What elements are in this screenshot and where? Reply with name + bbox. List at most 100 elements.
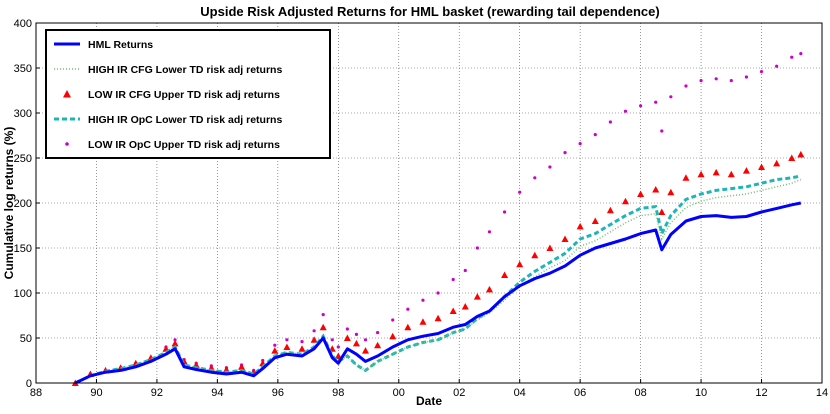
data-point [273,343,277,347]
data-point [475,246,479,250]
data-point [699,79,703,83]
x-tick-label: 00 [393,387,405,399]
data-point-triangle [727,170,735,178]
data-point-triangle [773,159,781,167]
data-point [300,340,304,344]
data-point-triangle [473,293,481,300]
data-point-triangle [697,170,705,178]
series-line [74,178,802,384]
y-tick-label: 50 [20,333,32,345]
data-point [345,327,349,331]
y-tick-label: 100 [14,288,32,300]
data-point [502,210,507,214]
data-point-triangle [171,339,179,347]
data-point [421,298,425,302]
data-point-triangle [389,332,397,340]
x-tick-label: 12 [755,387,767,399]
data-point-triangle [591,217,599,224]
data-point-triangle [652,186,660,193]
data-point-triangle [622,197,629,205]
data-point-triangle [319,323,327,331]
data-point-triangle [531,251,539,259]
legend-swatch [65,142,69,146]
data-point [775,64,779,68]
x-tick-label: 04 [514,387,526,399]
legend-swatch [63,90,71,98]
legend-box [45,29,331,159]
data-point-triangle [434,314,442,322]
data-point-triangle [238,363,246,370]
data-point-triangle [461,303,469,310]
data-point-triangle [576,222,584,230]
x-tick-label: 96 [272,387,284,399]
data-point [336,345,340,349]
data-point-triangle [271,347,279,354]
data-point-triangle [682,174,690,181]
data-point [623,109,628,113]
data-point [533,176,537,180]
x-tick-label: 88 [30,387,42,399]
series-1 [74,178,802,384]
data-point [487,230,492,234]
series-layer [71,52,805,386]
data-point-triangle [419,318,427,325]
data-point-triangle [797,150,805,158]
data-point [436,291,440,295]
data-point-triangle [310,336,318,343]
x-tick-label: 90 [90,387,102,399]
y-tick-label: 350 [14,63,32,75]
data-point-triangle [501,271,509,278]
series-line [74,201,802,385]
x-tick-label: 02 [453,387,465,399]
data-point-triangle [362,347,370,354]
data-point [451,277,455,282]
data-point-triangle [343,334,351,341]
data-point [518,190,522,194]
data-point [744,75,749,79]
legend-label: LOW IR CFG Upper TD risk adj returns [88,89,280,101]
data-point [376,331,380,335]
data-point [578,142,582,146]
x-tick-label: 92 [151,387,163,399]
axis-ticks: 88 90 92 94 96 98 00 02 04 06 08 10 12 14 0 50 100 150 200… [14,18,828,399]
data-point [790,55,794,59]
data-point-triangle [516,260,524,268]
series-3 [74,174,802,385]
y-tick-label: 200 [14,198,32,210]
data-point [608,120,612,124]
y-axis-label: Cumulative log returns (%) [2,127,16,280]
data-point [669,95,673,99]
x-axis-label: Date [416,394,442,408]
legend-label: LOW IR OpC Upper TD risk adj returns [88,139,280,151]
x-tick-label: 10 [695,387,707,399]
data-point-triangle [546,244,554,251]
data-point [406,307,410,311]
data-point [729,79,733,83]
series-line [74,174,802,385]
data-point [654,100,658,104]
y-tick-label: 0 [26,378,32,390]
data-point-triangle [352,339,360,347]
data-point-triangle [404,323,412,331]
x-tick-label: 98 [332,387,344,399]
plot-border [35,22,823,384]
data-point-triangle [712,168,720,176]
data-point [330,338,334,342]
data-point [321,313,325,317]
data-point [593,133,597,137]
data-point-triangle [667,188,675,196]
chart-title: Upside Risk Adjusted Returns for HML bas… [200,4,659,19]
data-point [391,318,395,322]
data-point-triangle [788,154,796,161]
data-point [684,84,688,88]
data-point-triangle [606,206,614,214]
data-point [714,77,718,81]
data-point [639,104,643,108]
data-point-triangle [742,167,750,174]
data-point [759,70,764,74]
data-point-triangle [298,345,306,352]
data-point-triangle [334,352,342,359]
x-tick-label: 14 [816,387,828,399]
data-point [548,165,552,169]
data-point-triangle [561,235,569,242]
